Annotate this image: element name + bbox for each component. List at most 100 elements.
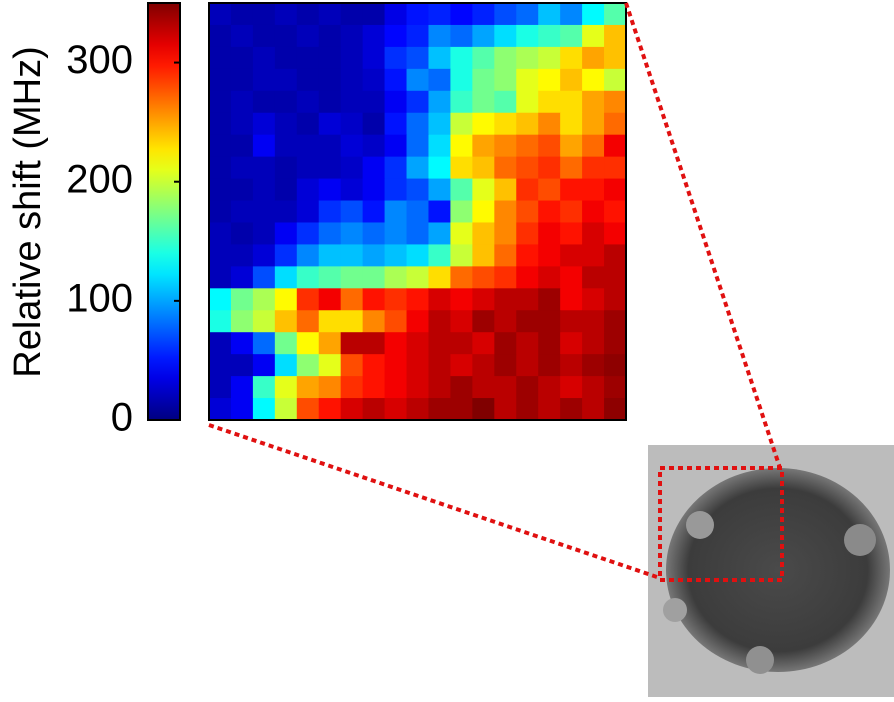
cell <box>274 354 298 377</box>
cell <box>318 46 342 70</box>
cell <box>252 288 276 311</box>
cell <box>362 134 386 158</box>
cell <box>560 310 583 333</box>
cell <box>209 376 232 399</box>
cell <box>494 266 517 289</box>
cell <box>296 310 320 333</box>
cell <box>274 178 298 202</box>
cell <box>538 398 561 421</box>
cell <box>318 244 342 267</box>
cell <box>274 200 298 223</box>
cell <box>318 200 342 223</box>
cell <box>428 244 451 267</box>
cell <box>362 376 386 399</box>
cell <box>252 332 276 355</box>
cell <box>582 24 605 48</box>
cell <box>516 134 539 158</box>
cell <box>428 332 451 355</box>
colorbar-tick-label: 100 <box>66 276 133 320</box>
cell <box>494 68 517 92</box>
cell <box>340 24 364 48</box>
cell <box>230 332 254 355</box>
cell <box>252 266 276 289</box>
cell <box>450 24 473 48</box>
cell <box>538 244 561 267</box>
cell <box>560 354 583 377</box>
cell <box>494 222 517 245</box>
cell <box>296 46 320 70</box>
cell <box>209 134 232 158</box>
cell <box>274 288 298 311</box>
cell <box>560 178 583 202</box>
cell <box>209 24 232 48</box>
cell <box>252 244 276 267</box>
cell <box>209 3 232 26</box>
cell <box>296 112 320 136</box>
cell <box>318 134 342 158</box>
cell <box>230 112 254 136</box>
cell <box>252 46 276 70</box>
cell <box>362 266 386 289</box>
cell <box>604 68 627 92</box>
cell <box>516 3 539 26</box>
cell <box>604 156 627 180</box>
cell <box>274 222 298 245</box>
cell <box>516 244 539 267</box>
cell <box>274 266 298 289</box>
cell <box>494 376 517 399</box>
cell <box>560 112 583 136</box>
cell <box>582 376 605 399</box>
cell <box>230 46 254 70</box>
cell <box>209 310 232 333</box>
cell <box>340 398 364 421</box>
cell <box>318 398 342 421</box>
cell <box>450 156 473 180</box>
cell <box>384 90 408 114</box>
cell <box>318 24 342 48</box>
cell <box>582 354 605 377</box>
cell <box>604 46 627 70</box>
cell <box>428 3 451 26</box>
cell <box>428 90 451 114</box>
cell <box>230 3 254 26</box>
cell <box>362 3 386 26</box>
cell <box>384 288 408 311</box>
cell <box>252 222 276 245</box>
cell <box>230 398 254 421</box>
cell <box>472 288 495 311</box>
cell <box>362 310 386 333</box>
cell <box>362 200 386 223</box>
cell <box>582 310 605 333</box>
cell <box>252 178 276 202</box>
cell <box>450 46 473 70</box>
cell <box>450 310 473 333</box>
cell <box>538 376 561 399</box>
cell <box>318 332 342 355</box>
cell <box>428 354 451 377</box>
cell <box>252 134 276 158</box>
cell <box>450 222 473 245</box>
cell <box>274 310 298 333</box>
cell <box>362 68 386 92</box>
cell <box>516 200 539 223</box>
cell <box>296 222 320 245</box>
cell <box>230 156 254 180</box>
cell <box>209 68 232 92</box>
cell <box>230 178 254 202</box>
cell <box>362 244 386 267</box>
cell <box>472 332 495 355</box>
cell <box>252 24 276 48</box>
cell <box>428 112 451 136</box>
cell <box>230 310 254 333</box>
cell <box>582 90 605 114</box>
cell <box>560 24 583 48</box>
cell <box>318 266 342 289</box>
cell <box>318 376 342 399</box>
cell <box>340 222 364 245</box>
cell <box>362 90 386 114</box>
colorbar-label: Relative shift (MHz) <box>7 46 49 378</box>
cell <box>340 68 364 92</box>
cell <box>494 244 517 267</box>
cell <box>296 398 320 421</box>
